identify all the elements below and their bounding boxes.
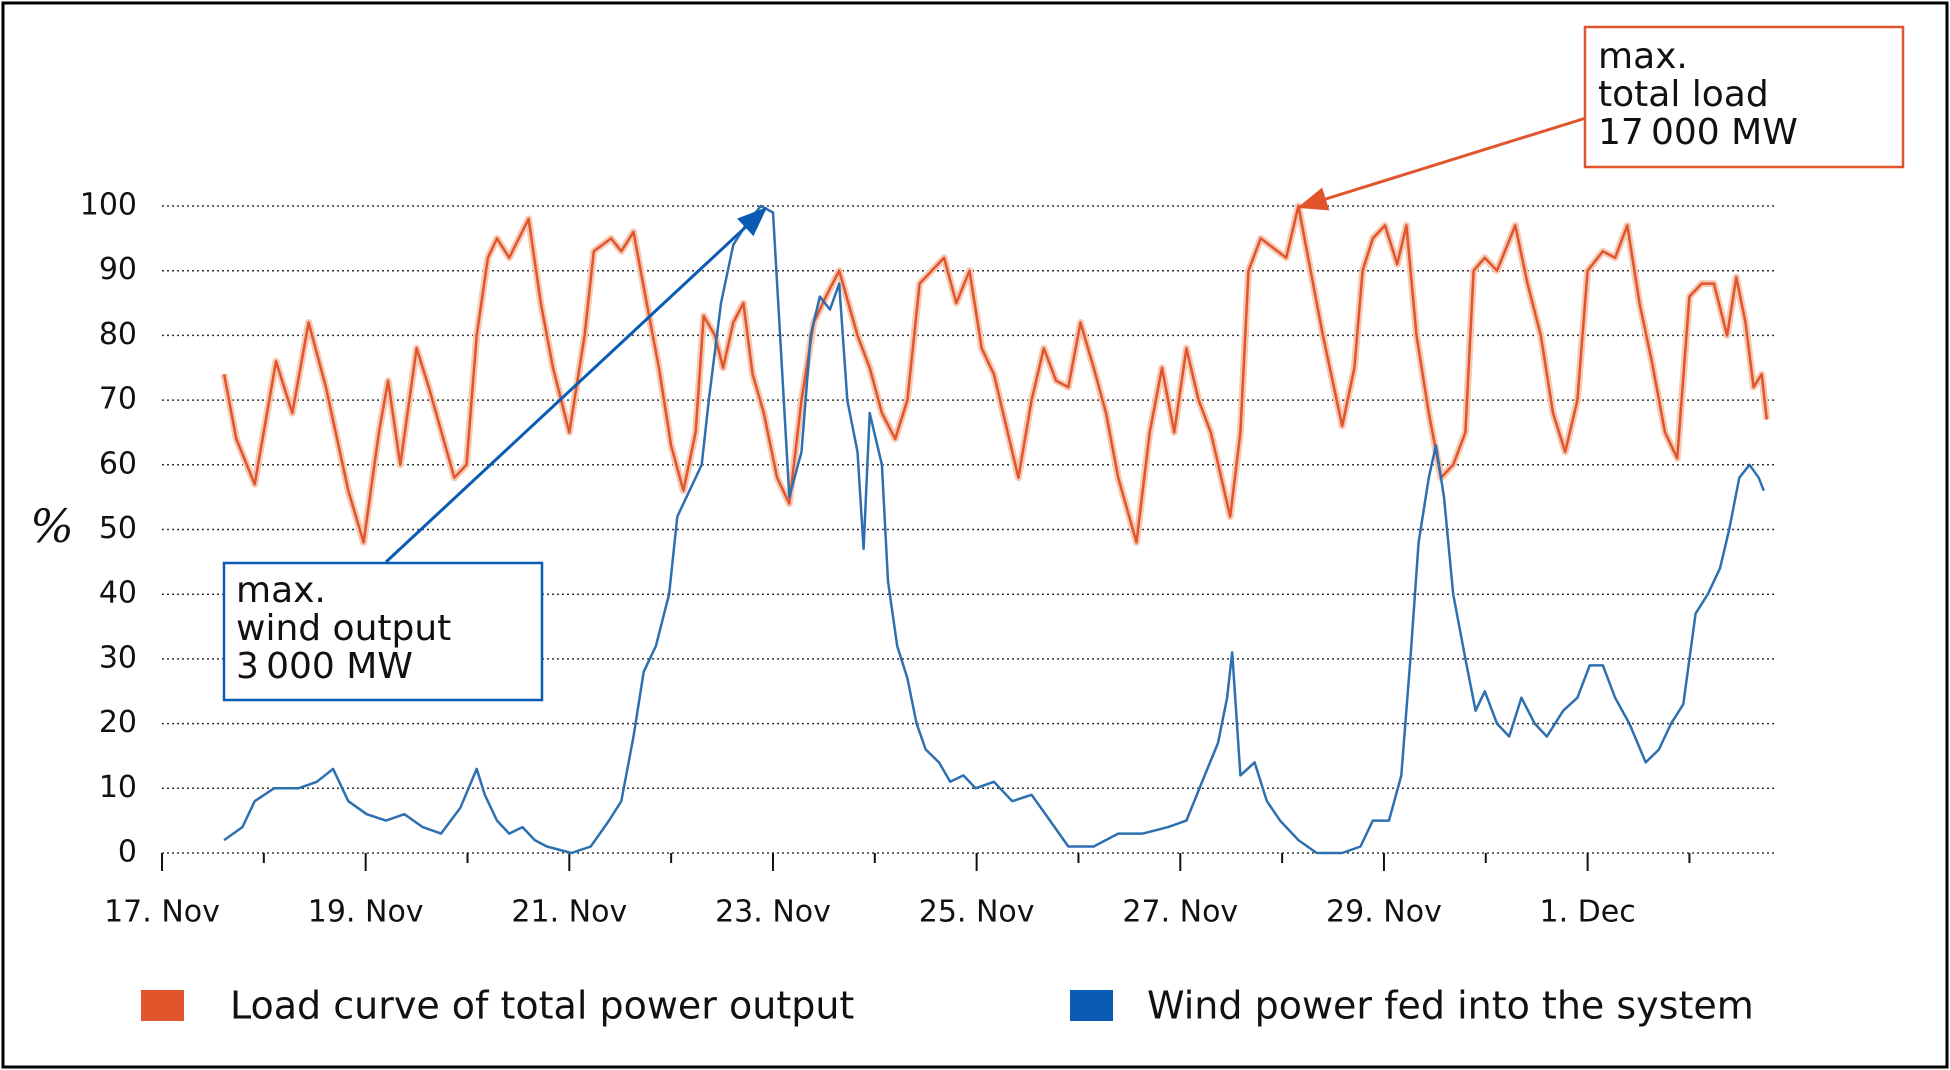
annotation-text: 3 000 MW [236, 646, 413, 687]
x-tick-label: 17. Nov [104, 895, 220, 930]
y-tick-label: 10 [99, 770, 137, 805]
y-tick-label: 0 [118, 835, 137, 870]
y-axis-label: % [30, 499, 74, 553]
x-tick-label: 1. Dec [1540, 895, 1636, 930]
annotation-text: total load [1598, 74, 1769, 115]
x-tick-label: 19. Nov [308, 895, 424, 930]
x-tick-label: 29. Nov [1326, 895, 1442, 930]
legend-swatch [141, 990, 184, 1021]
x-tick-label: 27. Nov [1122, 895, 1238, 930]
x-tick-label: 23. Nov [715, 895, 831, 930]
legend-swatch [1070, 990, 1113, 1021]
y-tick-label: 30 [99, 640, 137, 675]
annotation-text: max. [1598, 36, 1688, 77]
y-tick-label: 60 [99, 446, 137, 481]
annotation-box [222, 561, 544, 702]
annotation-text: max. [236, 570, 326, 611]
line [222, 204, 1769, 544]
y-tick-label: 70 [99, 382, 137, 417]
y-tick-label: 80 [99, 317, 137, 352]
y-tick-label: 40 [99, 576, 137, 611]
x-tick-label: 25. Nov [919, 895, 1035, 930]
annotation-box [1583, 25, 1905, 169]
legend-label: Load curve of total power output [230, 984, 854, 1028]
legend-label: Wind power fed into the system [1147, 984, 1754, 1028]
line-halo [220, 202, 1771, 546]
x-tick-label: 21. Nov [511, 895, 627, 930]
annotation-text: wind output [236, 608, 451, 649]
y-tick-label: 100 [80, 188, 137, 223]
line [223, 204, 1765, 855]
y-tick-label: 50 [99, 511, 137, 546]
annotation-text: 17 000 MW [1598, 112, 1798, 153]
y-tick-label: 90 [99, 252, 137, 287]
y-tick-label: 20 [99, 705, 137, 740]
annotation-arrow [1297, 116, 1587, 211]
annotation-arrow [384, 206, 768, 564]
